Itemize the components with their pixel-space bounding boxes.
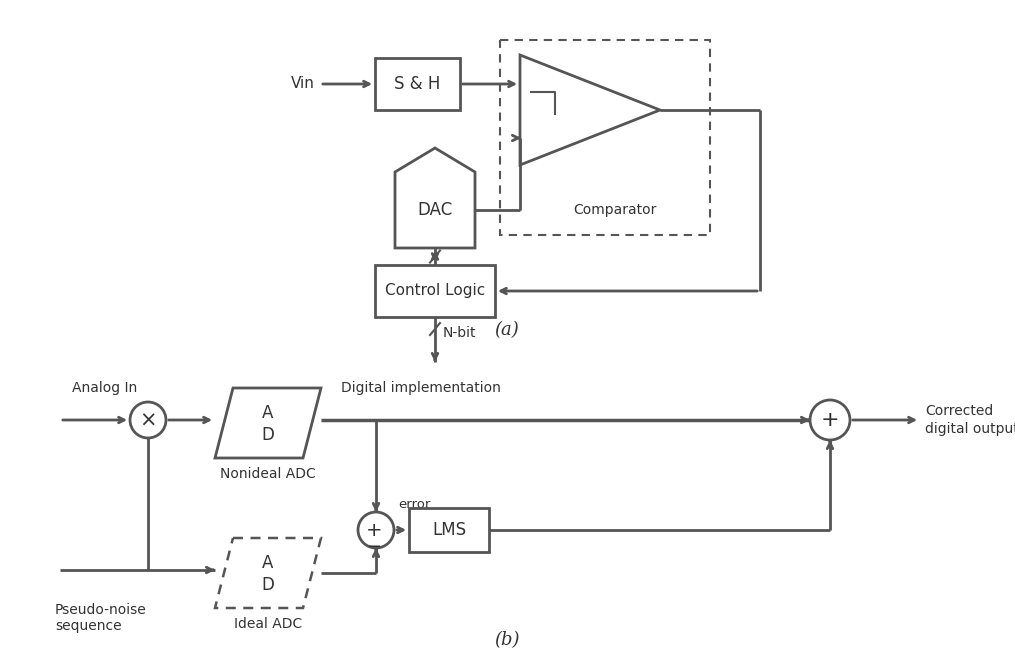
Text: Comparator: Comparator <box>573 203 657 217</box>
Text: A: A <box>262 554 274 572</box>
Text: D: D <box>262 426 274 444</box>
Text: +: + <box>365 520 383 539</box>
Text: −: − <box>366 538 382 556</box>
Text: N-bit: N-bit <box>443 326 476 340</box>
Circle shape <box>130 402 166 438</box>
Polygon shape <box>395 148 475 248</box>
Text: Digital implementation: Digital implementation <box>341 381 500 395</box>
Text: error: error <box>398 498 430 510</box>
Text: (a): (a) <box>494 321 520 339</box>
Text: ×: × <box>139 411 156 431</box>
Bar <box>375 58 460 110</box>
Text: digital output: digital output <box>925 422 1015 436</box>
Bar <box>500 40 710 235</box>
Text: LMS: LMS <box>432 521 466 539</box>
Text: Control Logic: Control Logic <box>385 284 485 299</box>
Circle shape <box>358 512 394 548</box>
Text: (b): (b) <box>494 631 520 649</box>
Text: +: + <box>821 410 839 430</box>
Polygon shape <box>215 538 321 608</box>
Text: sequence: sequence <box>55 619 122 633</box>
Text: Nonideal ADC: Nonideal ADC <box>220 467 316 481</box>
Text: Vin: Vin <box>291 77 315 91</box>
Text: Corrected: Corrected <box>925 404 994 418</box>
Bar <box>375 265 495 317</box>
Text: S & H: S & H <box>394 75 441 93</box>
Circle shape <box>810 400 850 440</box>
Text: Ideal ADC: Ideal ADC <box>233 617 302 631</box>
Text: DAC: DAC <box>417 201 453 219</box>
Text: Analog In: Analog In <box>72 381 137 395</box>
Bar <box>409 508 489 552</box>
Polygon shape <box>215 388 321 458</box>
Text: D: D <box>262 576 274 594</box>
Text: Pseudo-noise: Pseudo-noise <box>55 603 147 617</box>
Text: A: A <box>262 404 274 422</box>
